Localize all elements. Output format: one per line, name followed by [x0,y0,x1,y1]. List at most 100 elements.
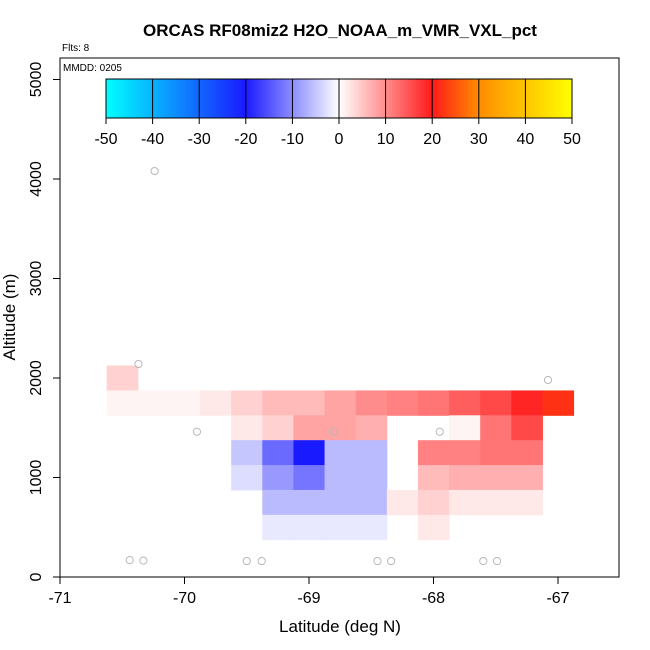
heatmap-cell [355,489,388,516]
flight-point [435,427,444,436]
heatmap-cell [168,390,201,416]
colorbar: -50 -40 -30 -20 -10 0 10 20 30 40 50 [94,78,581,148]
heatmap-cell [324,489,357,516]
heatmap-cell [511,415,543,441]
heatmap-cell [449,465,481,491]
heatmap-cell [480,489,512,516]
heatmap-cell [355,514,388,541]
colorbar-tick-label: 30 [470,131,488,148]
heatmap-cell [449,440,481,466]
colorbar-tick-label: 10 [377,131,395,148]
y-tick-label: 1000 [28,460,45,496]
colorbar-tick-label: -30 [188,131,211,148]
heatmap-cell [324,440,357,466]
y-axis: 0 1000 2000 3000 4000 5000 [28,62,61,581]
heatmap-cell [355,465,388,491]
heatmap-cell [480,440,512,466]
flight-point [134,359,143,369]
flight-point [139,556,148,565]
heatmap-cell [231,465,263,491]
heatmap-cell [417,489,450,516]
heatmap-cell [106,390,139,416]
heatmap-cell [293,514,326,541]
flight-point [257,556,266,566]
chart-title: ORCAS RF08miz2 H2O_NOAA_m_VMR_VXL_pct [143,21,537,40]
flight-point [192,427,202,436]
y-axis-label: Altitude (m) [0,274,19,361]
heatmap-cell [293,415,326,441]
flights-annotation: Flts: 8 [62,43,90,54]
heatmap-cell [355,415,388,441]
heatmap-cell [324,465,357,491]
heatmap-cell [262,415,294,441]
flight-point [242,556,251,566]
heatmap-cell [293,465,326,491]
flight-point [329,427,338,436]
colorbar-tick-label: -10 [281,131,304,148]
heatmap-cell [293,390,326,416]
heatmap-cell [137,390,170,416]
heatmap-cell [511,465,543,491]
flight-point [150,166,159,176]
flight-point [479,556,488,566]
heatmap-cell [355,440,388,466]
heatmap-cell [262,489,294,516]
colorbar-tick-label: -40 [141,131,164,148]
heatmap-cell [480,415,512,441]
heatmap-cell [324,514,357,541]
heatmap-cell [449,415,481,441]
flight-point [387,556,396,566]
heatmap-cell [293,489,326,516]
colorbar-tick-label: 0 [335,131,344,148]
y-tick-label: 0 [28,572,45,581]
heatmap-cell [293,440,326,466]
flight-points [125,166,553,566]
x-tick-label: -70 [173,590,196,607]
flight-point [373,556,382,566]
heatmap-cells [106,365,575,541]
heatmap-cell [231,415,263,441]
heatmap-cell [106,365,139,391]
x-tick-label: -69 [297,590,320,607]
y-tick-label: 5000 [28,62,45,98]
heatmap-cell [324,390,357,416]
heatmap-cell [417,440,450,466]
heatmap-cell [480,390,512,416]
flight-point [543,375,553,385]
x-tick-label: -68 [422,590,445,607]
heatmap-cell [386,489,419,516]
heatmap-cell [480,465,512,491]
y-tick-label: 3000 [28,261,45,297]
heatmap-cell [262,390,294,416]
colorbar-tick-label: 20 [423,131,441,148]
flight-point [492,556,502,566]
heatmap-cell [417,465,450,491]
heatmap-cell [542,390,575,416]
heatmap-cell [231,390,263,416]
x-tick-label: -71 [48,590,71,607]
heatmap-cell [231,440,263,466]
colorbar-tick-label: 50 [563,131,581,148]
heatmap-cell [262,514,294,541]
x-axis: -71 -70 -69 -68 -67 [48,576,570,607]
flight-point [125,555,134,565]
heatmap-cell [511,489,543,516]
heatmap-cell [449,489,481,516]
colorbar-tick-label: -20 [234,131,257,148]
date-annotation: MMDD: 0205 [63,63,122,74]
heatmap-cell [511,440,543,466]
heatmap-cell [200,390,232,416]
y-tick-label: 4000 [28,161,45,197]
heatmap-cell [355,390,388,416]
heatmap-cell [449,390,481,416]
heatmap-cell [417,514,450,541]
colorbar-tick-label: 40 [517,131,535,148]
y-tick-label: 2000 [28,360,45,396]
heatmap-cell [262,465,294,491]
heatmap-cell [262,440,294,466]
heatmap-cell [417,390,450,416]
colorbar-tick-label: -50 [94,131,117,148]
heatmap-cell [324,415,357,441]
heatmap-cell [511,390,543,416]
